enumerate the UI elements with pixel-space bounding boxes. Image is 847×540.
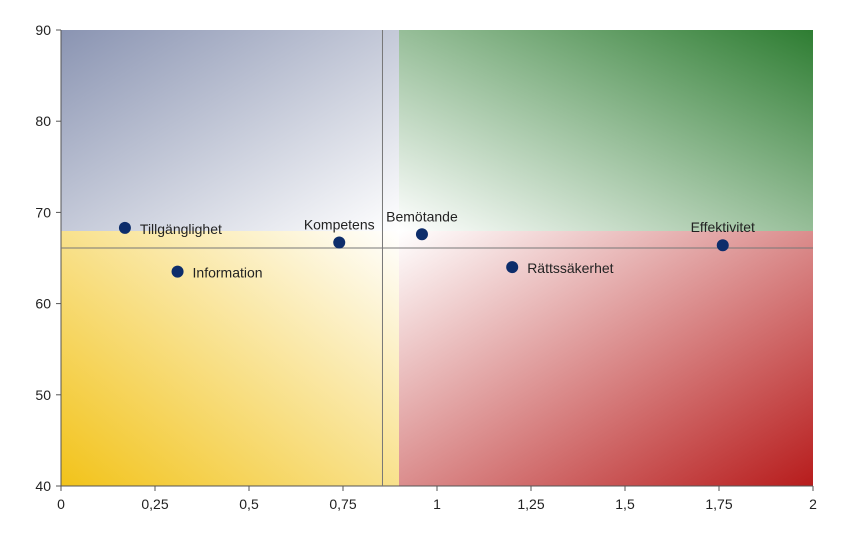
y-tick-label: 90 bbox=[35, 22, 51, 38]
y-tick-label: 40 bbox=[35, 478, 51, 494]
y-tick-label: 50 bbox=[35, 387, 51, 403]
x-tick-label: 1,75 bbox=[705, 496, 732, 512]
x-tick-label: 0 bbox=[57, 496, 65, 512]
quadrant-backgrounds bbox=[61, 30, 813, 486]
quadrant-bottom-right bbox=[399, 231, 813, 486]
data-point bbox=[333, 236, 346, 249]
data-points: Tillgänglighet Information Kompetens Bemöta… bbox=[118, 208, 755, 281]
reference-lines bbox=[61, 30, 813, 486]
data-point bbox=[171, 265, 184, 278]
x-tick-label: 0,75 bbox=[329, 496, 356, 512]
axes: 40 50 60 70 80 90 0 0,25 0,5 0,75 1 1,25 1,5 1,75 2 bbox=[35, 22, 817, 512]
x-tick-label: 0,25 bbox=[141, 496, 168, 512]
data-point-label: Rättssäkerhet bbox=[527, 260, 613, 276]
data-point-label: Bemötande bbox=[386, 208, 458, 224]
quadrant-bottom-left bbox=[61, 231, 399, 486]
y-tick-label: 60 bbox=[35, 296, 51, 312]
x-tick-label: 1 bbox=[433, 496, 441, 512]
data-point bbox=[415, 228, 428, 241]
y-tick-label: 80 bbox=[35, 113, 51, 129]
data-point-label: Effektivitet bbox=[691, 219, 755, 235]
data-point bbox=[506, 261, 519, 274]
data-point bbox=[118, 221, 131, 234]
data-point bbox=[716, 239, 729, 252]
data-point-label: Kompetens bbox=[304, 216, 375, 232]
x-tick-label: 2 bbox=[809, 496, 817, 512]
data-point-label: Information bbox=[193, 265, 263, 281]
quadrant-top-right bbox=[399, 30, 813, 231]
x-tick-label: 1,25 bbox=[517, 496, 544, 512]
x-tick-label: 1,5 bbox=[615, 496, 635, 512]
x-tick-label: 0,5 bbox=[239, 496, 259, 512]
data-point-label: Tillgänglighet bbox=[140, 221, 222, 237]
quadrant-top-left bbox=[61, 30, 399, 231]
y-tick-label: 70 bbox=[35, 204, 51, 220]
